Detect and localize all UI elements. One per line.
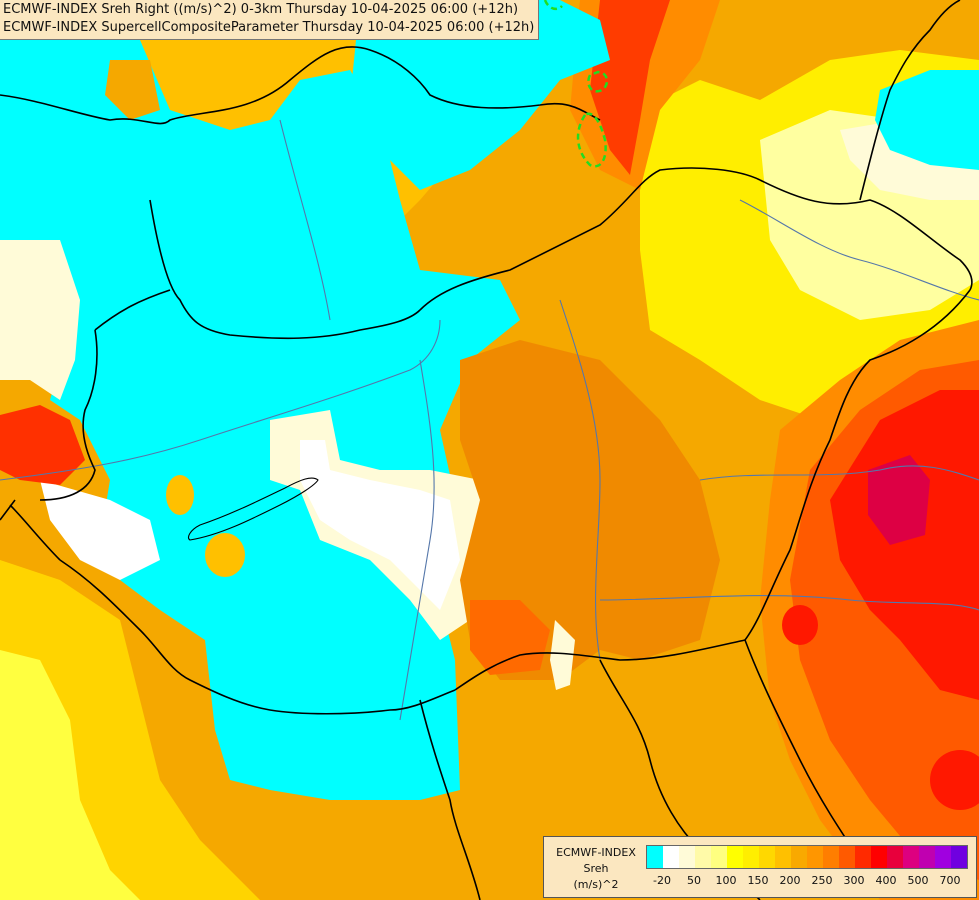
border-east-romania xyxy=(744,639,861,861)
legend-swatch xyxy=(823,846,839,868)
field-central-darkorange xyxy=(470,600,550,675)
legend-tick-label: 500 xyxy=(907,874,929,887)
river-tisza xyxy=(559,299,601,661)
field-east-red xyxy=(830,390,979,700)
field-west-lightyellow xyxy=(0,650,140,900)
field-island-1 xyxy=(166,475,194,515)
legend-tick-label: 150 xyxy=(747,874,769,887)
border-north xyxy=(0,46,601,125)
legend-swatch xyxy=(919,846,935,868)
scp-contours xyxy=(543,0,609,168)
legend-tick-label: 50 xyxy=(687,874,701,887)
field-island-2 xyxy=(205,533,245,577)
legend-swatch xyxy=(727,846,743,868)
border-hungary-east xyxy=(744,289,971,641)
border-west xyxy=(149,199,421,340)
header-line-scp: ECMWF-INDEX SupercellCompositeParameter … xyxy=(3,20,535,35)
border-southwest xyxy=(59,559,456,715)
field-cyan-north xyxy=(350,0,610,190)
field-east-crimson xyxy=(868,455,930,545)
legend-swatch xyxy=(679,846,695,868)
lake-balaton xyxy=(187,477,319,541)
river-ne xyxy=(739,199,979,301)
field-central-notch xyxy=(550,620,575,690)
legend-tick-label: 400 xyxy=(875,874,897,887)
river-north xyxy=(279,119,331,321)
legend-swatch xyxy=(807,846,823,868)
color-legend: ECMWF-INDEX Sreh (m/s)^2 -20 50 100 150 200 2… xyxy=(543,836,977,898)
legend-swatch xyxy=(887,846,903,868)
border-serbia-west xyxy=(419,699,481,900)
legend-swatch xyxy=(839,846,855,868)
field-southeast-red xyxy=(930,750,979,810)
legend-swatch xyxy=(759,846,775,868)
legend-tick-label: 200 xyxy=(779,874,801,887)
legend-tick-label: 100 xyxy=(715,874,737,887)
border-west-austria xyxy=(39,329,98,501)
border-croatia xyxy=(0,499,61,561)
border-hungary-north xyxy=(759,179,973,291)
legend-swatch xyxy=(855,846,871,868)
river-south xyxy=(399,359,435,721)
legend-swatch xyxy=(647,846,663,868)
legend-swatch xyxy=(695,846,711,868)
legend-tick-label: 700 xyxy=(939,874,961,887)
field-white-west xyxy=(40,480,160,580)
field-east-red-spot xyxy=(782,605,818,645)
legend-title-source: ECMWF-INDEX xyxy=(556,846,636,859)
legend-swatch xyxy=(663,846,679,868)
rivers xyxy=(0,119,979,721)
field-white-core xyxy=(300,440,460,610)
field-cyan-northeast xyxy=(875,70,979,170)
border-ne-ukraine xyxy=(859,0,961,201)
legend-title: ECMWF-INDEX Sreh (m/s)^2 xyxy=(548,845,644,893)
legend-tick-label: 250 xyxy=(811,874,833,887)
river-danube xyxy=(0,319,441,481)
field-cyan-main xyxy=(0,0,520,800)
river-east xyxy=(699,465,979,481)
field-cyan-topleft-gap xyxy=(105,60,160,120)
legend-swatch xyxy=(743,846,759,868)
field-west-red xyxy=(0,405,85,485)
scp-contour-3 xyxy=(543,0,563,11)
legend-swatch xyxy=(871,846,887,868)
legend-title-unit: (m/s)^2 xyxy=(573,878,619,891)
border-west-north xyxy=(94,289,171,331)
legend-swatch xyxy=(951,846,967,868)
legend-tick-label: 300 xyxy=(843,874,865,887)
scp-contour-1 xyxy=(576,112,607,168)
legend-swatch xyxy=(711,846,727,868)
legend-swatches xyxy=(646,845,968,869)
border-northcentral xyxy=(419,167,761,311)
field-north-red xyxy=(590,0,670,175)
legend-swatch xyxy=(903,846,919,868)
field-central-orange xyxy=(460,340,720,680)
legend-ticks: -20 50 100 150 200 250 300 400 500 700 xyxy=(646,874,970,888)
field-cream-west xyxy=(0,240,80,400)
legend-tick-label: -20 xyxy=(653,874,671,887)
border-hungary-south xyxy=(454,639,746,691)
legend-swatch xyxy=(775,846,791,868)
river-lower xyxy=(599,595,979,611)
map-header: ECMWF-INDEX Sreh Right ((m/s)^2) 0-3km T… xyxy=(0,0,540,40)
legend-title-param: Sreh xyxy=(583,862,609,875)
legend-swatch xyxy=(935,846,951,868)
header-line-sreh: ECMWF-INDEX Sreh Right ((m/s)^2) 0-3km T… xyxy=(3,2,519,17)
legend-swatch xyxy=(791,846,807,868)
